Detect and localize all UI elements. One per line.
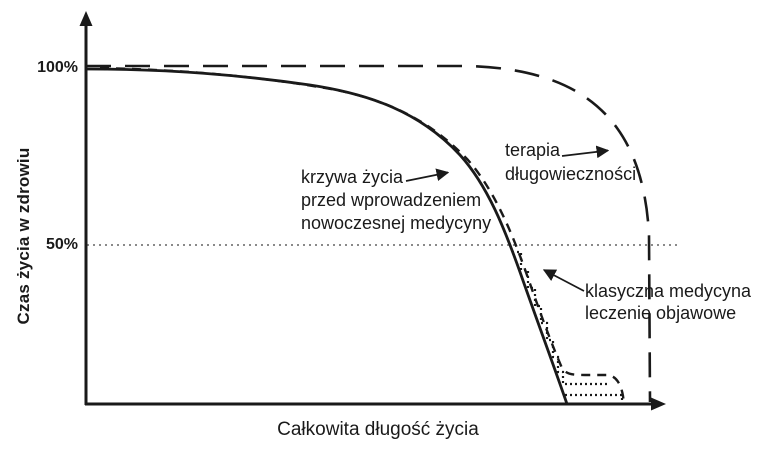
annotation-classical-medicine: klasyczna medycyna leczenie objawowe (585, 280, 751, 324)
classical-medicine-dotted-tail (565, 393, 624, 403)
classical-annotation-arrow (542, 269, 585, 292)
annotation-old-curve: krzywa życia przed wprowadzeniem nowocze… (301, 166, 491, 235)
x-axis-title: Całkowita długość życia (277, 419, 479, 440)
annotation-old-curve-line2: przed wprowadzeniem (301, 190, 482, 210)
old-life-curve (85, 67, 569, 405)
annotation-longevity-line1: terapia (505, 140, 561, 160)
y-tick-100: 100% (37, 59, 78, 76)
annotation-longevity-therapy: terapia długowieczności (505, 138, 636, 186)
longevity-annotation-arrow (561, 145, 610, 159)
annotation-old-curve-line3: nowoczesnej medycyny (301, 213, 492, 233)
y-axis-arrowhead (79, 11, 93, 26)
classical-medicine-dashed-curve (99, 66, 626, 404)
old-curve-annotation-arrow (405, 168, 450, 182)
annotation-classical-line2: leczenie objawowe (585, 303, 737, 323)
longevity-therapy-curve (86, 64, 652, 403)
y-tick-50: 50% (45, 236, 78, 253)
annotation-old-curve-line1: krzywa życia (301, 167, 404, 187)
x-axis-arrowhead (651, 397, 666, 411)
annotation-classical-line1: klasyczna medycyna (585, 281, 752, 301)
y-axis-title: Czas życia w zdrowiu (14, 147, 33, 325)
classical-medicine-dotted-curve (512, 250, 610, 386)
annotation-longevity-line2: długowieczności (505, 164, 637, 184)
